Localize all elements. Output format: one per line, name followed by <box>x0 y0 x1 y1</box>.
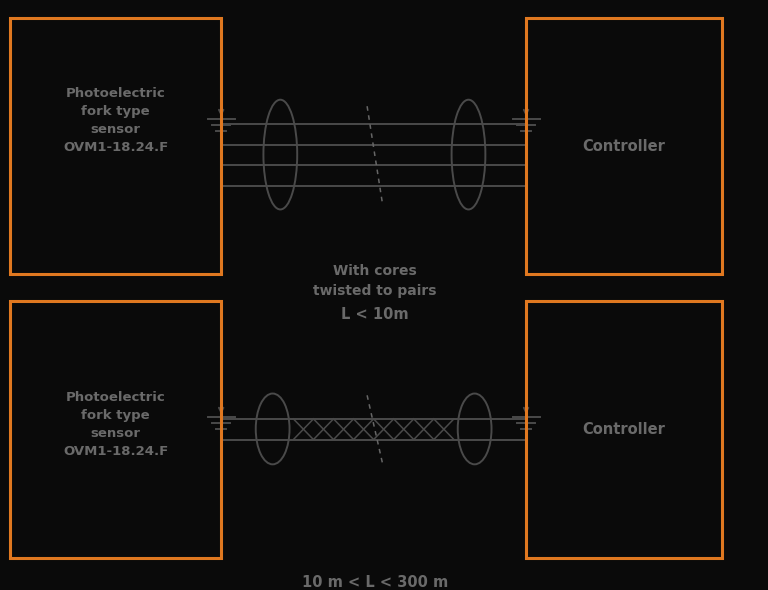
Bar <box>526 18 722 274</box>
Text: Controller: Controller <box>583 139 665 153</box>
Text: Photoelectric
fork type
sensor
OVM1-18.24.F: Photoelectric fork type sensor OVM1-18.2… <box>63 391 168 458</box>
Bar <box>526 301 722 558</box>
Text: 10 m < L < 300 m: 10 m < L < 300 m <box>302 575 448 590</box>
Bar <box>10 301 221 558</box>
Bar <box>10 18 221 274</box>
Text: With cores
twisted to pairs: With cores twisted to pairs <box>313 264 436 298</box>
Text: Controller: Controller <box>583 422 665 437</box>
Text: Photoelectric
fork type
sensor
OVM1-18.24.F: Photoelectric fork type sensor OVM1-18.2… <box>63 87 168 154</box>
Text: L < 10m: L < 10m <box>341 307 409 322</box>
